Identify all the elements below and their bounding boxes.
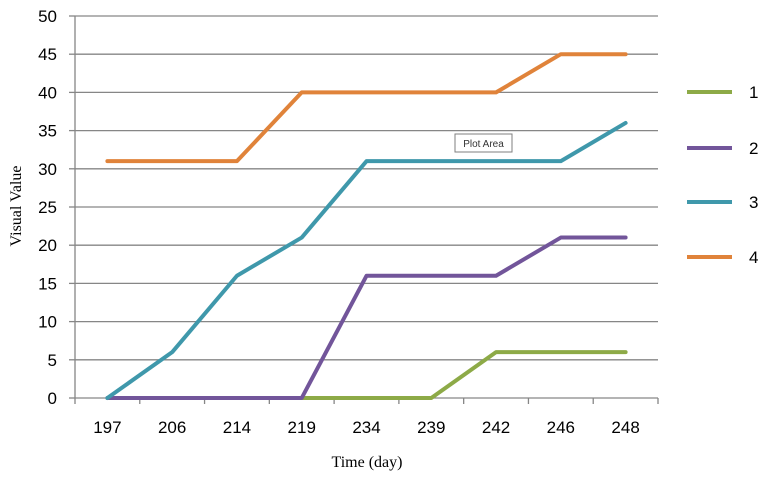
x-tick-labels: 197 206 214 219 234 239 242 246 248 (93, 418, 640, 437)
y-tick-label: 20 (38, 236, 57, 255)
y-tick-label: 15 (38, 274, 57, 293)
legend-label-1: 1 (749, 83, 758, 102)
y-axis-title: Visual Value (8, 166, 25, 247)
x-tick-label: 197 (93, 418, 121, 437)
series-line-2 (105, 235, 628, 400)
x-tick-label: 206 (158, 418, 186, 437)
axes (69, 15, 659, 404)
x-tick-label: 246 (547, 418, 575, 437)
y-tick-label: 25 (38, 198, 57, 217)
y-tick-label: 5 (48, 351, 57, 370)
legend-label-3: 3 (749, 193, 758, 212)
x-tick-label: 248 (611, 418, 639, 437)
y-tick-labels: 0 5 10 15 20 25 30 35 40 45 50 (38, 7, 57, 408)
y-tick-label: 45 (38, 45, 57, 64)
y-tick-label: 50 (38, 7, 57, 26)
series-line-1 (299, 350, 628, 400)
legend-label-4: 4 (749, 248, 758, 267)
x-axis-title: Time (day) (332, 454, 403, 471)
x-tick-label: 214 (223, 418, 251, 437)
y-tick-label: 40 (38, 83, 57, 102)
y-tick-label: 35 (38, 122, 57, 141)
series-line-3 (105, 120, 628, 400)
series-lines (105, 52, 628, 400)
y-tick-label: 10 (38, 313, 57, 332)
legend: 1 2 3 4 (687, 83, 758, 267)
tooltip-text: Plot Area (463, 139, 504, 150)
y-tick-label: 30 (38, 160, 57, 179)
x-tick-label: 242 (482, 418, 510, 437)
x-tick-label: 234 (352, 418, 380, 437)
y-tick-label: 0 (48, 389, 57, 408)
grid (75, 15, 658, 361)
plot-area-tooltip: Plot Area (454, 133, 513, 153)
x-tick-label: 239 (417, 418, 445, 437)
series-line-4 (105, 52, 628, 164)
x-tick-label: 219 (288, 418, 316, 437)
legend-label-2: 2 (749, 139, 758, 158)
